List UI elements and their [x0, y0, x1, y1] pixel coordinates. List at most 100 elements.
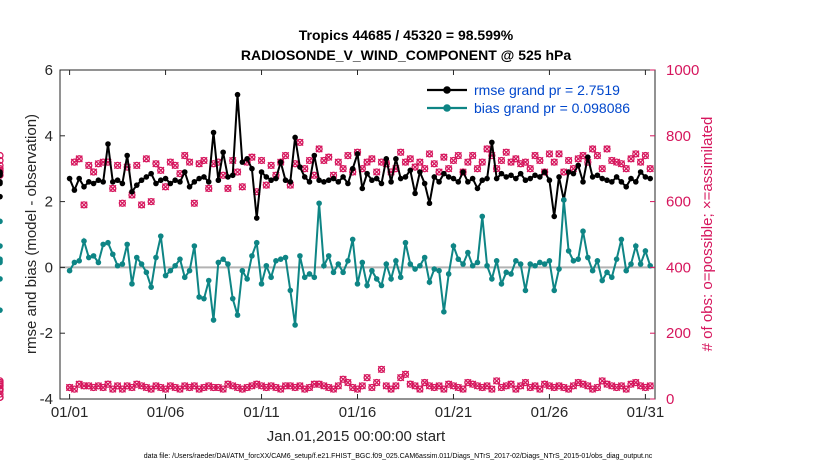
obs-possible-marker [128, 383, 136, 392]
rmse-point [263, 174, 270, 180]
obs-possible-marker [377, 365, 386, 374]
obs-possible-marker [421, 165, 429, 173]
obs-assimilated-marker [147, 197, 155, 206]
obs-possible-marker [459, 385, 467, 393]
bias-point [85, 254, 92, 261]
obs-assimilated-marker [430, 160, 438, 168]
obs-assimilated-marker [325, 153, 333, 161]
obs-possible-marker [512, 155, 520, 163]
obs-assimilated-marker [133, 161, 141, 170]
obs-possible-marker [109, 184, 117, 193]
obs-assimilated-marker [564, 156, 573, 165]
obs-possible-marker [0, 171, 4, 179]
bias-point [167, 267, 174, 274]
rmse-point [421, 180, 428, 187]
obs-assimilated-marker [622, 165, 630, 173]
rmse-point [316, 177, 322, 184]
rmse-point [0, 193, 3, 200]
bias-point [263, 262, 270, 269]
obs-assimilated-marker [161, 183, 170, 191]
rmse-point [186, 183, 193, 190]
obs-possible-marker [507, 380, 515, 388]
rmse-point [503, 174, 510, 180]
rmse-point [239, 159, 246, 165]
bias-point [330, 269, 337, 276]
obs-possible-marker [464, 158, 472, 166]
rmse-point [628, 175, 634, 182]
obs-possible-marker [325, 153, 333, 161]
bias-point [369, 267, 375, 274]
rmse-point [244, 156, 250, 162]
rmse-point [105, 141, 111, 147]
legend-bias-label: bias grand pr = 0.098086 [474, 100, 630, 116]
obs-possible-marker [281, 151, 290, 160]
obs-possible-marker [281, 382, 290, 390]
chart-title-line1: Tropics 44685 / 45320 = 98.599% [299, 27, 514, 43]
bias-point [133, 254, 140, 261]
obs-possible-marker [440, 385, 448, 393]
obs-assimilated-marker [334, 382, 342, 390]
obs-assimilated-marker [190, 199, 199, 207]
rmse-point [109, 179, 116, 185]
obs-possible-marker [176, 385, 184, 393]
obs-possible-marker [536, 385, 544, 393]
obs-assimilated-marker [310, 171, 318, 179]
bias-point [637, 261, 644, 267]
bias-point [316, 200, 322, 207]
obs-assimilated-marker [603, 145, 611, 153]
obs-possible-marker [209, 383, 218, 392]
bias-point [613, 256, 620, 262]
obs-assimilated-marker [142, 155, 151, 163]
rmse-point [273, 175, 279, 182]
rmse-point [426, 200, 433, 207]
obs-assimilated-marker [646, 165, 654, 173]
obs-possible-marker [445, 165, 453, 173]
rmse-point [527, 175, 534, 182]
rmse-point [215, 177, 222, 184]
rmse-point [537, 174, 543, 180]
obs-possible-marker [0, 377, 4, 385]
obs-assimilated-marker [473, 165, 482, 173]
rmse-point [493, 175, 500, 182]
bias-point [345, 258, 351, 264]
obs-possible-marker [411, 382, 419, 390]
chart-title-line2: RADIOSONDE_V_WIND_COMPONENT @ 525 hPa [241, 47, 571, 63]
bias-point [479, 213, 486, 220]
rmse-point [133, 182, 140, 188]
y-right-tick-label: 0 [666, 391, 674, 408]
obs-possible-marker [512, 385, 520, 393]
rmse-point [100, 179, 106, 185]
rmse-point [412, 190, 418, 197]
obs-possible-marker [152, 160, 160, 168]
obs-assimilated-marker [445, 165, 453, 173]
obs-possible-marker [550, 158, 558, 166]
obs-possible-marker [75, 155, 83, 163]
rmse-point [114, 177, 121, 184]
obs-possible-marker [205, 184, 213, 193]
obs-possible-marker [296, 138, 304, 147]
rmse-point [311, 152, 318, 159]
rmse-point [489, 139, 495, 146]
obs-possible-marker [233, 168, 242, 176]
rmse-point [417, 169, 423, 175]
obs-assimilated-marker [233, 168, 242, 176]
rmse-point [330, 175, 337, 182]
obs-possible-marker [118, 199, 127, 207]
rmse-point [282, 177, 289, 184]
bias-point [215, 259, 222, 266]
rmse-point [172, 177, 178, 184]
rmse-point [436, 179, 442, 185]
obs-assimilated-marker [171, 161, 179, 170]
bias-point [493, 258, 500, 264]
obs-possible-marker [257, 156, 266, 165]
obs-assimilated-marker [483, 145, 491, 153]
rmse-point [378, 180, 385, 187]
bias-point [0, 243, 3, 249]
rmse-point [234, 91, 241, 98]
bias-point [354, 281, 361, 287]
rmse-point [119, 180, 126, 187]
obs-assimilated-marker [555, 150, 563, 158]
obs-assimilated-marker [497, 156, 506, 165]
obs-assimilated-marker [469, 151, 477, 160]
